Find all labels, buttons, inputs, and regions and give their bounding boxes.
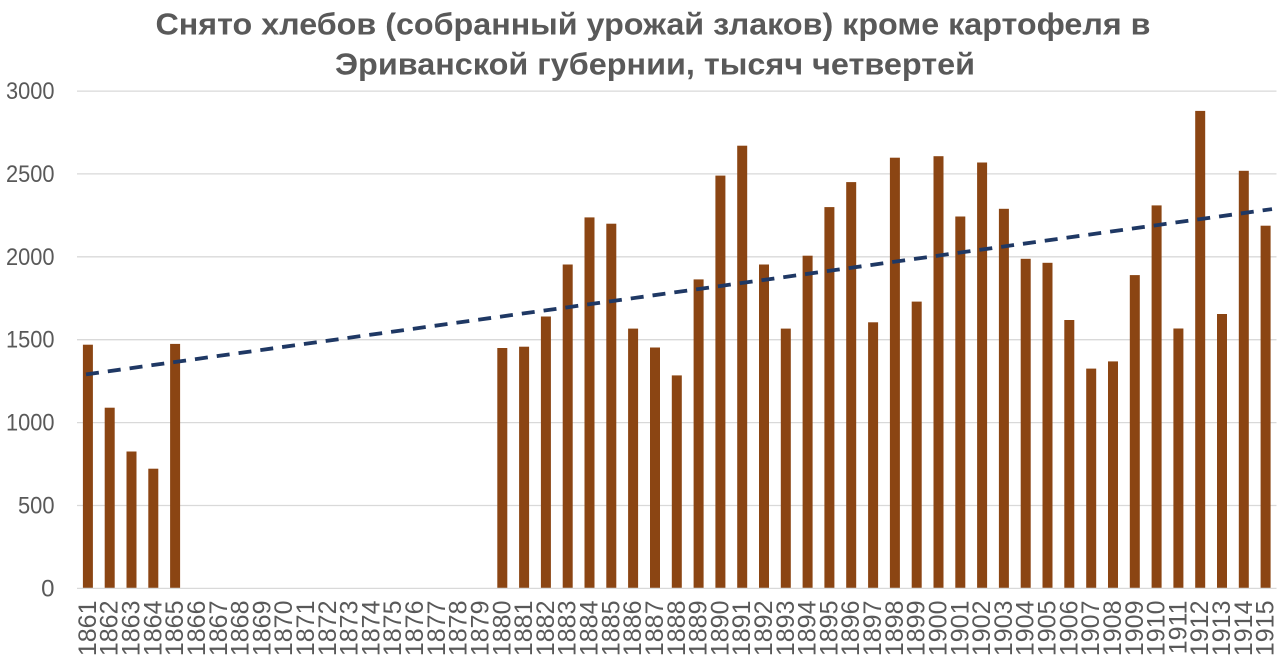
svg-text:1876: 1876	[401, 601, 429, 656]
svg-text:1914: 1914	[1230, 600, 1258, 656]
svg-text:1905: 1905	[1034, 601, 1062, 656]
svg-text:Эриванской губернии, тысяч чет: Эриванской губернии, тысяч четвертей	[335, 47, 975, 82]
svg-text:1868: 1868	[227, 601, 255, 656]
svg-text:1872: 1872	[314, 601, 342, 656]
svg-text:1866: 1866	[183, 601, 211, 656]
svg-text:1913: 1913	[1208, 601, 1236, 656]
svg-text:1869: 1869	[248, 601, 276, 656]
svg-text:1879: 1879	[467, 601, 495, 656]
svg-text:1907: 1907	[1077, 601, 1105, 656]
svg-text:1900: 1900	[925, 601, 953, 656]
svg-text:2000: 2000	[6, 244, 55, 271]
svg-text:1500: 1500	[6, 327, 55, 354]
svg-text:1874: 1874	[357, 600, 385, 656]
svg-text:1898: 1898	[881, 601, 909, 656]
svg-text:1901: 1901	[946, 601, 974, 656]
svg-text:1880: 1880	[488, 601, 516, 656]
svg-text:1000: 1000	[6, 410, 55, 437]
svg-text:1875: 1875	[379, 601, 407, 656]
svg-text:1903: 1903	[990, 601, 1018, 656]
svg-text:2500: 2500	[6, 161, 55, 188]
svg-text:1890: 1890	[706, 601, 734, 656]
svg-text:1910: 1910	[1143, 601, 1171, 656]
svg-text:1912: 1912	[1186, 601, 1214, 656]
svg-text:1871: 1871	[292, 601, 320, 656]
svg-text:1881: 1881	[510, 601, 538, 656]
svg-text:1892: 1892	[750, 601, 778, 656]
svg-text:1878: 1878	[445, 601, 473, 656]
svg-text:1861: 1861	[74, 601, 102, 656]
svg-text:1911: 1911	[1164, 601, 1192, 655]
svg-text:3000: 3000	[6, 78, 55, 105]
svg-text:1894: 1894	[794, 600, 822, 656]
svg-text:1906: 1906	[1055, 601, 1083, 656]
svg-text:1893: 1893	[772, 601, 800, 656]
svg-text:1862: 1862	[96, 601, 124, 656]
svg-text:1865: 1865	[161, 601, 189, 656]
svg-text:1863: 1863	[118, 601, 146, 656]
svg-text:1895: 1895	[815, 601, 843, 656]
svg-text:1864: 1864	[139, 600, 167, 656]
svg-text:1902: 1902	[968, 601, 996, 656]
svg-text:1884: 1884	[576, 600, 604, 656]
svg-text:1896: 1896	[837, 601, 865, 656]
svg-text:1885: 1885	[597, 601, 625, 656]
svg-text:1904: 1904	[1012, 600, 1040, 656]
svg-text:500: 500	[18, 493, 55, 520]
svg-text:Снято хлебов (собранный урожай: Снято хлебов (собранный урожай злаков) к…	[156, 6, 1151, 41]
svg-text:1908: 1908	[1099, 601, 1127, 656]
svg-text:1883: 1883	[554, 601, 582, 656]
svg-text:0: 0	[41, 575, 54, 602]
svg-text:1888: 1888	[663, 601, 691, 656]
svg-text:1887: 1887	[641, 601, 669, 656]
svg-text:1882: 1882	[532, 601, 560, 656]
svg-text:1870: 1870	[270, 601, 298, 656]
svg-text:1899: 1899	[903, 601, 931, 656]
svg-text:1897: 1897	[859, 601, 887, 656]
svg-text:1873: 1873	[336, 601, 364, 656]
svg-text:1915: 1915	[1252, 601, 1280, 656]
svg-text:1886: 1886	[619, 601, 647, 656]
svg-text:1877: 1877	[423, 601, 451, 656]
svg-text:1889: 1889	[685, 601, 713, 656]
svg-text:1909: 1909	[1121, 601, 1149, 656]
svg-text:1867: 1867	[205, 601, 233, 656]
svg-text:1891: 1891	[728, 601, 756, 656]
